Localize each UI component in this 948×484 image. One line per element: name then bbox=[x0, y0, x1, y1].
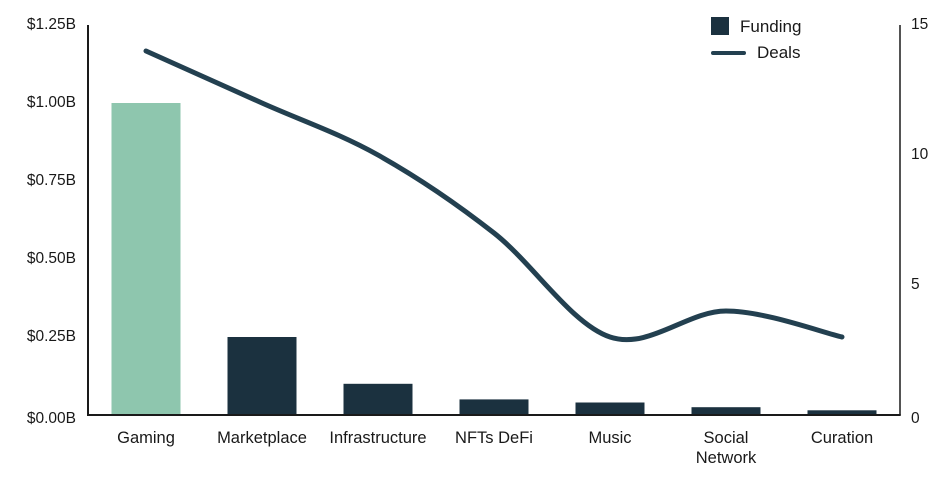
x-axis-category-label-social-network: Social Network bbox=[696, 429, 757, 467]
funding-bar-gaming bbox=[111, 103, 181, 415]
x-axis-category-label-curation: Curation bbox=[811, 429, 873, 447]
funding-bar-social-network bbox=[691, 407, 761, 415]
funding-bar-music bbox=[575, 402, 645, 415]
left-axis-tick-label: $1.00B bbox=[27, 94, 76, 111]
x-axis-category-label-nfts-defi: NFTs DeFi bbox=[455, 429, 533, 447]
x-axis-category-label-music: Music bbox=[588, 429, 631, 447]
x-axis-category-label-marketplace: Marketplace bbox=[217, 429, 307, 447]
legend-item-funding: Funding bbox=[711, 17, 801, 35]
funding-bar-marketplace bbox=[227, 337, 297, 415]
left-axis-tick-label: $1.25B bbox=[27, 16, 76, 33]
legend-label-funding: Funding bbox=[740, 16, 802, 36]
deals-line bbox=[143, 48, 845, 343]
deals-line-swatch-icon bbox=[711, 50, 746, 55]
funding-bar-infrastructure bbox=[343, 383, 413, 415]
chart-legend: Funding Deals bbox=[711, 17, 801, 61]
right-axis-tick-label: 5 bbox=[911, 276, 920, 293]
legend-item-deals: Deals bbox=[711, 44, 801, 61]
left-axis-tick-label: $0.50B bbox=[27, 250, 76, 267]
left-axis-tick-label: $0.25B bbox=[27, 328, 76, 345]
funding-bar-nfts-defi bbox=[459, 399, 529, 415]
right-axis-tick-label: 0 bbox=[911, 410, 920, 427]
right-axis-tick-label: 10 bbox=[911, 146, 929, 163]
legend-label-deals: Deals bbox=[757, 43, 801, 62]
right-axis-tick-label: 15 bbox=[911, 16, 928, 33]
left-axis-tick-label: $0.75B bbox=[27, 172, 76, 189]
funding-bar-curation bbox=[807, 410, 877, 415]
funding-square-swatch-icon bbox=[711, 17, 729, 35]
left-axis-tick-label: $0.00B bbox=[27, 410, 76, 427]
x-axis-category-label-gaming: Gaming bbox=[117, 429, 175, 447]
x-axis-category-label-infrastructure: Infrastructure bbox=[329, 429, 426, 447]
